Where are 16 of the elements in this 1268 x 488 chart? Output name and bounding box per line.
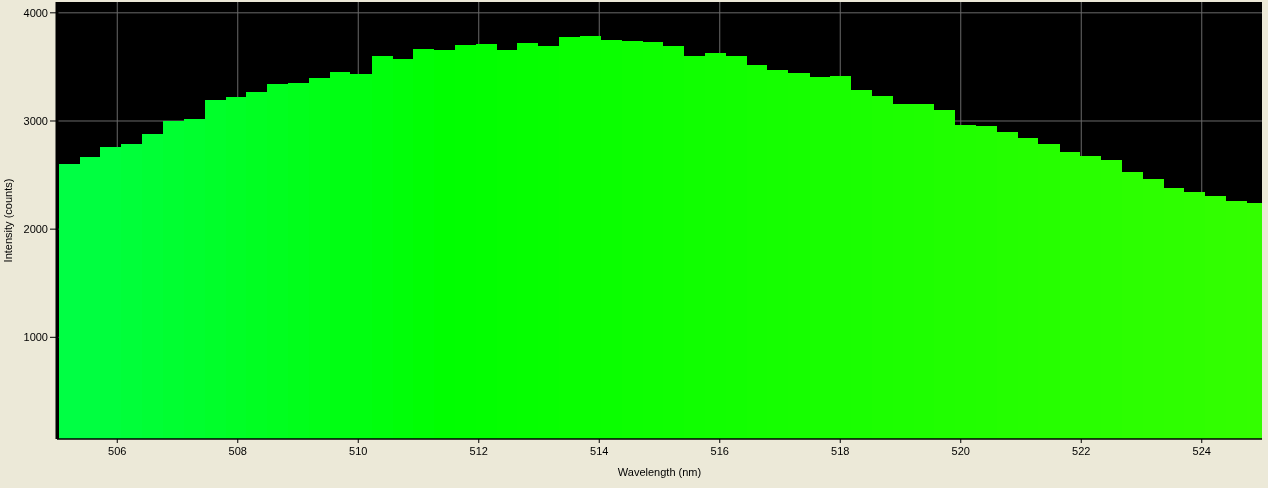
x-tick-label: 524 [1192,445,1211,457]
x-tick-label: 516 [710,445,729,457]
x-tick-label: 514 [590,445,609,457]
x-tick-label: 518 [831,445,850,457]
y-tick-label: 1000 [23,331,48,344]
x-tick-label: 506 [108,445,127,457]
x-tick-label: 510 [349,445,368,457]
x-tick-label: 512 [469,445,488,457]
x-axis-title: Wavelength (nm) [617,466,702,478]
y-tick-label: 4000 [23,6,48,19]
x-tick-label: 522 [1072,445,1091,457]
y-tick-label: 3000 [23,114,48,127]
x-tick-label: 520 [951,445,970,457]
y-axis-title: Intensity (counts) [2,178,14,263]
y-tick-label: 2000 [23,223,48,235]
x-tick-label: 508 [228,445,247,457]
